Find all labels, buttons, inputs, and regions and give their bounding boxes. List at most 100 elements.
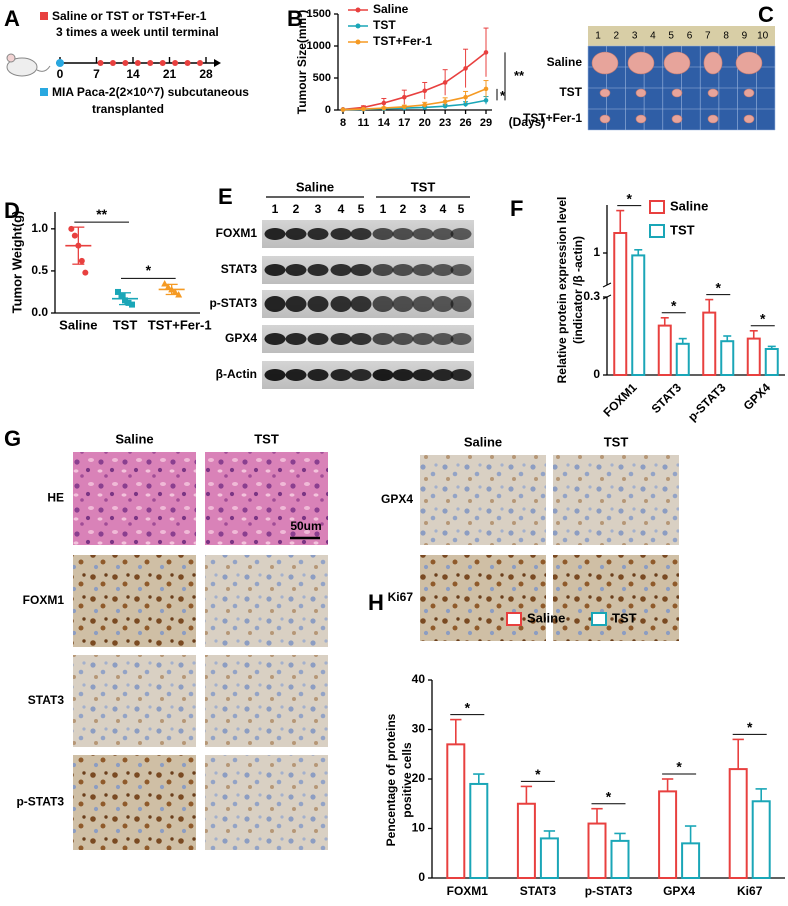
blot-band (432, 296, 454, 312)
bar (469, 782, 489, 880)
tumor (599, 114, 611, 124)
blot-band (350, 333, 372, 345)
label: (Days) (509, 115, 546, 129)
label: 10 (412, 821, 426, 835)
label: FOXM1 (23, 593, 65, 607)
label: * (535, 766, 541, 782)
scale-bar-label: 50um (290, 519, 321, 533)
label: * (627, 190, 633, 206)
label: Ki67 (388, 590, 414, 604)
legend-swatch (649, 224, 665, 238)
blot-band (372, 296, 394, 312)
label: * (716, 279, 722, 295)
axis-break (602, 282, 612, 288)
data-point (68, 225, 75, 232)
ruler-number: 1 (595, 31, 601, 42)
lane-number: 4 (338, 202, 345, 216)
point (483, 98, 489, 103)
label: Saline (547, 55, 583, 69)
bar (751, 800, 771, 880)
micrograph (553, 555, 679, 641)
label: Saline (464, 434, 502, 449)
legend-label: Saline (373, 2, 409, 16)
blot-band (330, 296, 352, 312)
panel-letter: A (4, 6, 20, 31)
point (483, 50, 489, 55)
point (401, 104, 407, 110)
point (463, 101, 468, 107)
panel-letter: G (4, 426, 21, 451)
label: TST+Fer-1 (523, 111, 582, 125)
tumor (743, 114, 755, 124)
point (381, 100, 387, 106)
blot-band (432, 264, 454, 276)
point (483, 86, 489, 92)
blot-band (372, 333, 394, 345)
tumor (627, 51, 655, 75)
tumor (707, 88, 719, 98)
point (442, 103, 448, 109)
panel-letter: E (218, 184, 233, 209)
legend-swatch (506, 612, 522, 626)
lane-number: 3 (315, 202, 322, 216)
legend-marker (355, 23, 361, 29)
injection-dot (184, 60, 191, 66)
bar (446, 743, 466, 879)
mouse-tail (36, 65, 51, 72)
data-point (164, 283, 172, 290)
bar (720, 340, 735, 377)
point (401, 94, 407, 100)
blot-band (285, 333, 307, 345)
label: * (146, 262, 152, 278)
injection-dot (109, 60, 116, 66)
label: 14 (378, 117, 391, 129)
label: * (606, 788, 612, 804)
legend-label: TST (373, 18, 396, 32)
legend-swatch (40, 12, 48, 20)
timeline-arrow (214, 59, 221, 67)
label: p-STAT3 (16, 795, 64, 809)
label: 20 (419, 117, 431, 129)
x-tick-label: FOXM1 (600, 380, 639, 419)
blot-band (412, 228, 434, 240)
blot-band (432, 228, 454, 240)
lane-number: 2 (293, 202, 300, 216)
micrograph (420, 455, 546, 545)
blot-band (372, 264, 394, 276)
label: 11 (358, 117, 370, 129)
blot-band (372, 228, 394, 240)
label: HE (47, 491, 64, 505)
ruler-number: 4 (650, 31, 656, 42)
legend-swatch (40, 88, 48, 96)
blot-band (330, 369, 352, 381)
point (463, 66, 468, 71)
blot-band (450, 264, 472, 276)
blot-band (412, 369, 434, 381)
blot-band (330, 333, 352, 345)
mouse-ear (6, 53, 16, 63)
blot-band (372, 369, 394, 381)
injection-dot (197, 60, 203, 66)
data-point (71, 232, 78, 239)
label: 21 (163, 67, 177, 81)
micrograph (205, 452, 328, 545)
x-tick-label: GPX4 (663, 884, 695, 898)
label: * (676, 759, 682, 775)
point (442, 80, 448, 85)
label: β-Actin (216, 367, 257, 381)
bar (728, 768, 748, 879)
bar (681, 842, 701, 879)
label: 23 (439, 117, 451, 129)
injection-dot (172, 60, 179, 66)
label: FOXM1 (216, 226, 258, 240)
bar (764, 348, 779, 376)
legend-swatch (591, 612, 607, 626)
blot-band (307, 228, 329, 240)
point (463, 94, 468, 100)
tumor (671, 88, 683, 98)
blot-band (350, 296, 372, 312)
point (422, 102, 428, 108)
micrograph (205, 655, 328, 747)
label: Tumor Weight(g) (9, 211, 24, 314)
